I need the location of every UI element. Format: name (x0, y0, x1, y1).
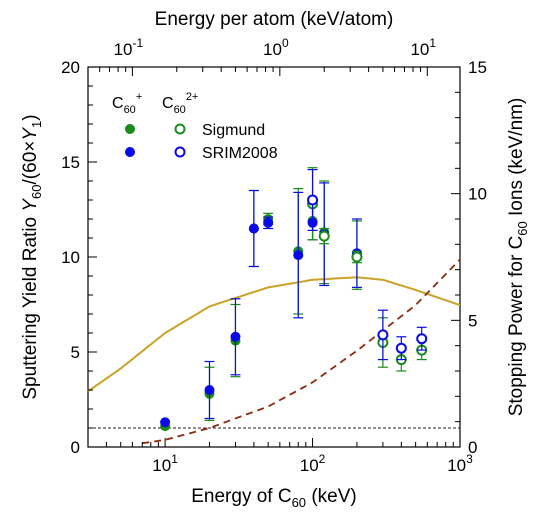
point-srim2008-c60- (160, 417, 171, 428)
legend-header-c60-plus: C60+ (112, 91, 142, 116)
ticks-layer: 101 102 103 10-1 100 101 0 5 10 15 20 0 5 10 15 (61, 36, 487, 475)
y-left-tick-label: 15 (61, 153, 80, 172)
point-srim2008-c60- (263, 217, 274, 228)
stopping-power-curve (87, 276, 461, 393)
y-left-tick-label: 20 (61, 58, 80, 77)
legend-label-srim2008: SRIM2008 (202, 145, 278, 162)
legend: C60+ C602+ Sigmund SRIM2008 (112, 91, 278, 162)
y-left-tick-label: 0 (71, 438, 80, 457)
legend-marker-sigmund-open (174, 123, 186, 135)
point-srim2008-c60- (248, 223, 259, 234)
top-axis-label: Energy per atom (keV/atom) (155, 9, 394, 30)
y-left-tick-label: 10 (61, 248, 80, 267)
y-left-axis-label: Sputtering Yield Ratio Y60/(60×Y1) (20, 114, 44, 399)
y-right-axis-label: Stopping Power for C60 Ions (keV/nm) (506, 98, 530, 417)
x-tick-label: 103 (447, 452, 473, 475)
point-srim2008-c60- (204, 385, 215, 395)
curves-layer (87, 258, 461, 445)
point-srim2008-c60- (230, 331, 241, 342)
x-tick-label: 101 (152, 452, 178, 475)
legend-marker-srim-filled (125, 147, 135, 157)
legend-label-sigmund: Sigmund (202, 122, 265, 139)
legend-header-c60-2plus: C602+ (162, 91, 198, 116)
y-right-tick-label: 15 (468, 58, 487, 77)
y-left-tick-label: 5 (71, 343, 80, 362)
markers-layer (160, 167, 428, 432)
point-sigmund-c60-2- (318, 230, 330, 242)
y-right-tick-label: 10 (468, 185, 487, 204)
dashed-curve (142, 258, 461, 445)
top-tick-label: 101 (410, 36, 436, 59)
top-tick-label: 10-1 (114, 36, 144, 59)
point-srim2008-c60- (293, 250, 304, 261)
x-tick-label: 102 (300, 452, 326, 475)
plot-frame (87, 66, 461, 448)
point-srim2008-c60-2- (307, 194, 319, 206)
point-srim2008-c60-2- (416, 333, 428, 345)
legend-marker-srim-open (174, 146, 186, 158)
y-right-tick-label: 5 (468, 311, 477, 330)
x-axis-label: Energy of C60 (keV) (191, 486, 356, 510)
top-tick-label: 100 (263, 36, 289, 59)
point-srim2008-c60-2- (395, 342, 407, 354)
y-right-tick-label: 0 (468, 438, 477, 457)
point-srim2008-c60-2- (377, 329, 389, 341)
legend-marker-sigmund-filled (125, 124, 135, 134)
point-sigmund-c60-2- (351, 251, 363, 263)
